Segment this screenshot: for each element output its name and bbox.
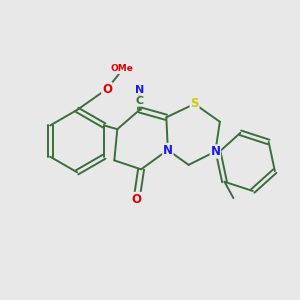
Text: N: N: [135, 85, 144, 95]
Text: O: O: [102, 82, 112, 96]
Text: S: S: [190, 98, 199, 110]
Text: O: O: [132, 193, 142, 206]
Text: C: C: [136, 96, 144, 106]
Text: N: N: [210, 145, 220, 158]
Text: OMe: OMe: [110, 64, 133, 74]
Text: N: N: [163, 143, 173, 157]
